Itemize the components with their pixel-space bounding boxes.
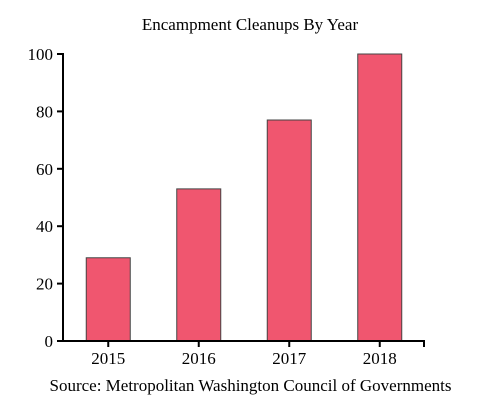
x-tick-label: 2016 [182,349,216,368]
y-axis-ticks: 0 20 40 60 80 100 [28,45,63,351]
x-tick-label: 2018 [363,349,397,368]
bar-2016 [176,188,222,342]
chart-title: Encampment Cleanups By Year [142,15,359,34]
bars-group [85,53,403,342]
bar-2017 [266,119,312,342]
y-tick-label: 40 [36,217,53,236]
bar-2018 [357,53,403,342]
y-tick-label: 60 [36,160,53,179]
y-tick-label: 0 [45,332,54,351]
x-tick-label: 2017 [272,349,307,368]
y-tick-label: 80 [36,102,53,121]
source-note: Source: Metropolitan Washington Council … [49,376,452,395]
x-axis-ticks: 2015 2016 2017 2018 [91,341,425,368]
x-tick-label: 2015 [91,349,125,368]
y-tick-label: 20 [36,275,53,294]
bar-2015 [85,257,131,342]
y-tick-label: 100 [28,45,54,64]
